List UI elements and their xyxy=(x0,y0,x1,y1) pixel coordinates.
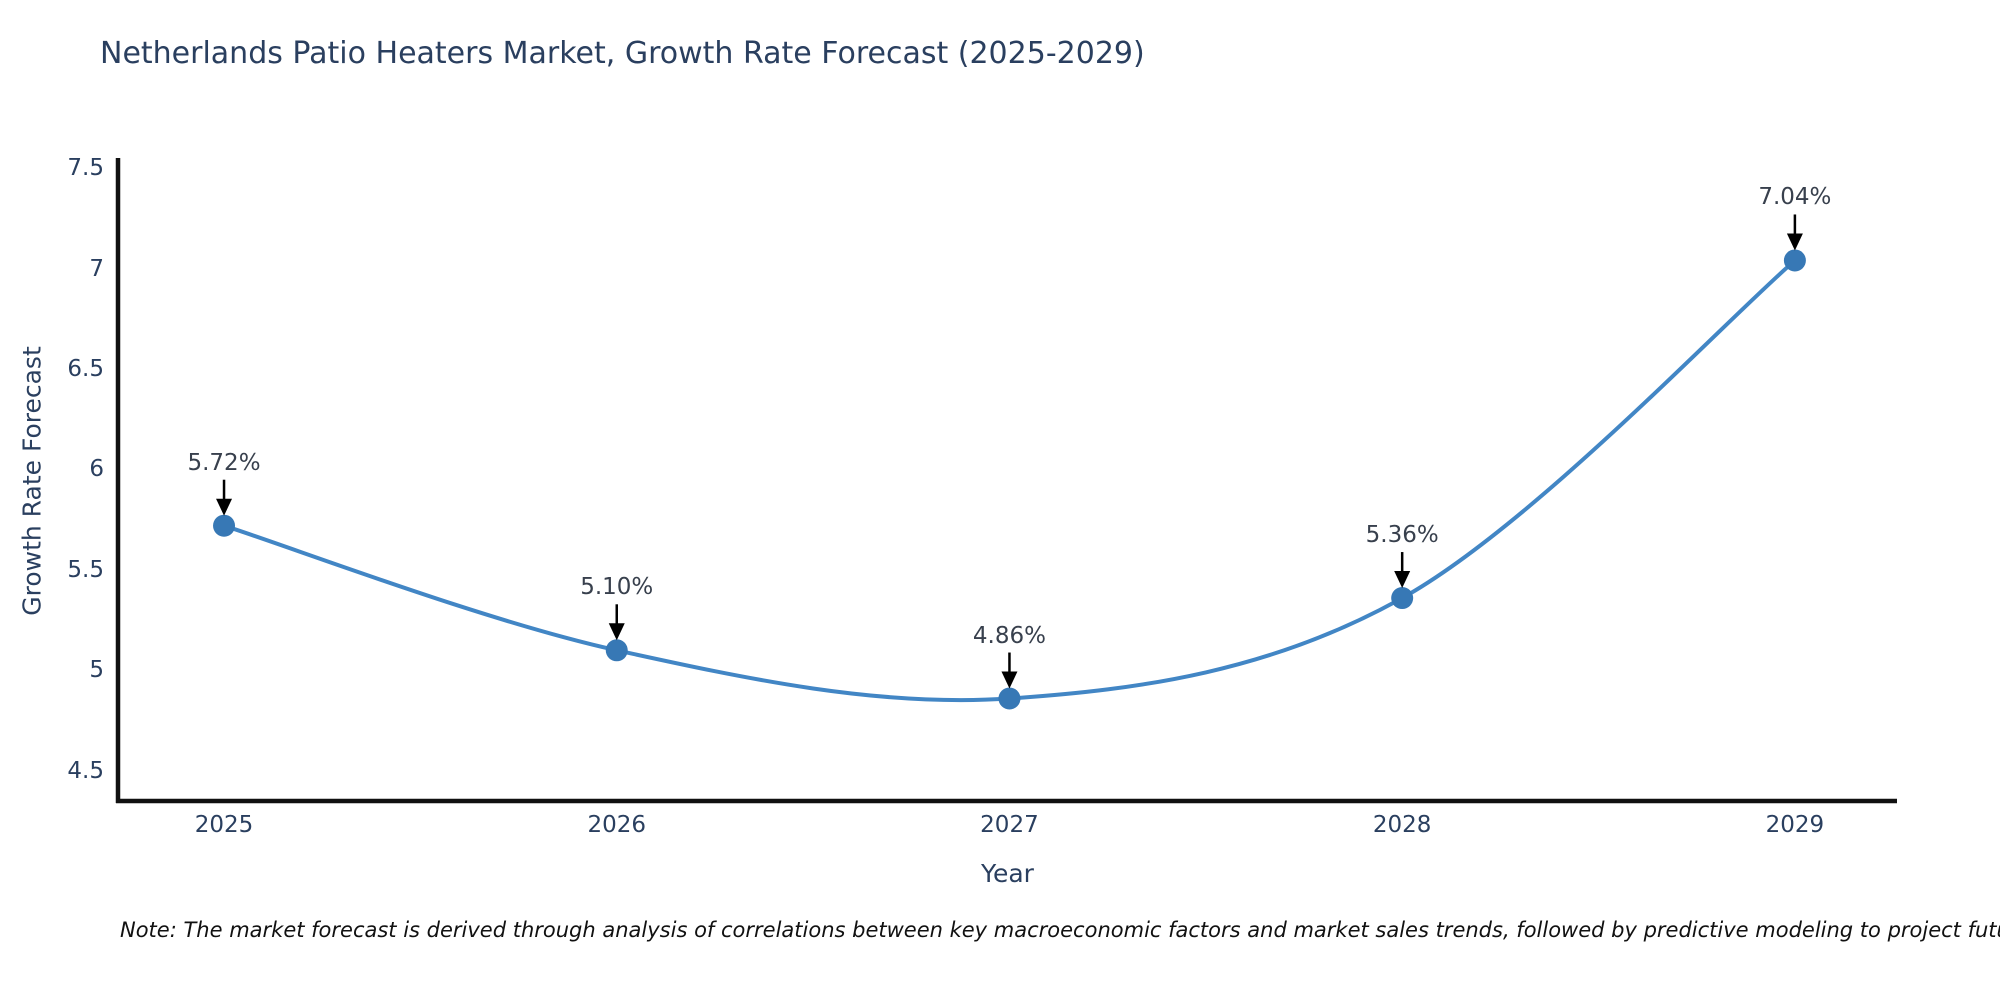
y-tick-label: 4.5 xyxy=(67,757,104,784)
data-point-marker xyxy=(213,514,236,537)
x-tick-label: 2027 xyxy=(980,812,1039,838)
data-point-marker xyxy=(998,687,1021,710)
x-tick-label: 2025 xyxy=(194,812,254,838)
point-value-label: 4.86% xyxy=(972,622,1046,649)
x-tick-label: 2028 xyxy=(1372,812,1432,838)
y-tick-label: 7 xyxy=(89,255,104,282)
annotation-arrowhead-icon xyxy=(1786,233,1803,251)
y-tick-label: 7.5 xyxy=(67,155,104,182)
annotation-arrowhead-icon xyxy=(608,623,625,641)
y-tick-label: 6 xyxy=(89,456,104,483)
x-tick-label: 2026 xyxy=(587,812,646,838)
annotation-arrowhead-icon xyxy=(1394,571,1411,589)
footnote: Note: The market forecast is derived thr… xyxy=(120,918,2000,942)
x-tick-label: 2029 xyxy=(1765,812,1825,838)
data-point-marker xyxy=(605,639,628,662)
point-value-label: 5.72% xyxy=(187,449,261,476)
point-value-label: 5.10% xyxy=(580,574,654,601)
data-point-marker xyxy=(1391,587,1414,610)
x-axis-title: Year xyxy=(981,859,1034,888)
chart-title: Netherlands Patio Heaters Market, Growth… xyxy=(100,36,1145,71)
annotation-arrowhead-icon xyxy=(1001,671,1018,689)
point-value-label: 5.36% xyxy=(1365,522,1439,549)
data-point-marker xyxy=(1783,249,1806,272)
y-tick-label: 6.5 xyxy=(67,355,104,382)
y-tick-label: 5.5 xyxy=(67,556,104,583)
y-axis-title: Growth Rate Forecast xyxy=(17,345,47,616)
annotation-arrowhead-icon xyxy=(216,498,233,516)
point-value-label: 7.04% xyxy=(1758,184,1832,211)
y-tick-label: 5 xyxy=(89,657,104,684)
